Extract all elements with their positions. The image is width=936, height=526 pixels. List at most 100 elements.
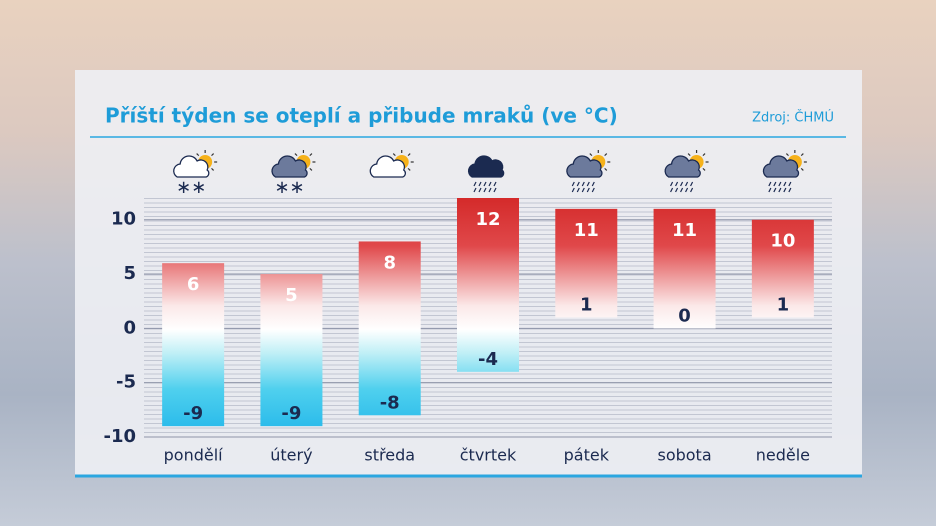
y-tick-label: 0 [123, 317, 136, 338]
icon-rain [685, 187, 689, 193]
low-label: -9 [281, 403, 301, 424]
low-label: 0 [678, 305, 691, 326]
icon-rain [571, 181, 575, 187]
icon-ray [702, 153, 706, 157]
icon-ray [702, 167, 706, 171]
icon-rain [773, 187, 777, 193]
chart-title: Příští týden se oteplí a přibude mraků (… [105, 104, 618, 128]
y-tick-label: -10 [103, 426, 136, 447]
high-label: 10 [770, 231, 795, 252]
icon-cloud [762, 155, 800, 178]
weather-icon [566, 150, 611, 193]
icon-ray [309, 153, 313, 157]
icon-rain [690, 187, 694, 193]
icon-cloud [566, 155, 603, 178]
icon-ray [407, 153, 411, 157]
icon-rain [483, 181, 487, 187]
low-label: 1 [580, 295, 593, 316]
icon-rain [493, 181, 497, 187]
icon-cloud [271, 155, 308, 178]
icon-rain [581, 187, 585, 193]
icon-rain [768, 181, 772, 187]
icon-rain [581, 181, 585, 187]
x-tick-label: středa [364, 446, 415, 465]
icon-rain [483, 187, 487, 193]
high-label: 12 [475, 209, 500, 230]
icon-rain [478, 181, 482, 187]
weather-icon [664, 150, 709, 193]
bar [358, 241, 421, 416]
icon-rain [690, 181, 694, 187]
icon-ray [785, 153, 789, 157]
x-tick-label: pondělí [164, 446, 224, 465]
y-tick-label: 10 [111, 209, 136, 230]
x-tick-label: neděle [756, 446, 810, 465]
plot: 1050-5-10pondělí∗∗6-9úterý∗∗5-9středa8-8… [103, 150, 832, 465]
bar [555, 208, 618, 318]
high-label: 5 [285, 285, 298, 306]
icon-rain [488, 181, 492, 187]
source: Zdroj: ČHMÚ [752, 110, 834, 126]
icon-ray [196, 153, 200, 157]
icon-rain [473, 181, 477, 187]
bar [260, 274, 323, 427]
low-label: -9 [183, 403, 203, 424]
icon-rain [675, 187, 679, 193]
icon-rain [591, 181, 595, 187]
icon-rain [768, 187, 772, 193]
icon-rain [680, 187, 684, 193]
icon-ray [589, 153, 593, 157]
icon-rain [788, 181, 792, 187]
bar [653, 208, 716, 329]
icon-rain [680, 181, 684, 187]
icon-rain [586, 181, 590, 187]
icon-rain [493, 187, 497, 193]
icon-rain [788, 187, 792, 193]
y-tick-label: -5 [116, 372, 136, 393]
icon-ray [392, 153, 396, 157]
icon-ray [800, 153, 804, 157]
icon-rain [478, 187, 482, 193]
icon-ray [309, 167, 313, 171]
high-label: 8 [383, 252, 396, 273]
bar [162, 263, 225, 427]
weather-icon: ∗∗ [173, 150, 218, 198]
icon-rain [488, 187, 492, 193]
bar [751, 219, 814, 318]
high-label: 11 [574, 220, 599, 241]
icon-rain [591, 187, 595, 193]
icon-rain [773, 181, 777, 187]
icon-rain [586, 187, 590, 193]
icon-ray [604, 153, 608, 157]
icon-rain [670, 187, 674, 193]
icon-rain [778, 187, 782, 193]
icon-cloud [369, 155, 406, 178]
bar [457, 198, 519, 372]
icon-rain [571, 187, 575, 193]
weather-icon [762, 150, 807, 193]
high-label: 6 [187, 274, 200, 295]
icon-ray [211, 153, 215, 157]
icon-snow: ∗∗ [176, 177, 206, 198]
icon-ray [604, 167, 608, 171]
x-tick-label: pátek [564, 446, 610, 465]
weather-icon [369, 150, 414, 178]
low-label: -4 [478, 349, 498, 370]
icon-rain [783, 181, 787, 187]
high-label: 11 [672, 220, 697, 241]
icon-rain [675, 181, 679, 187]
icon-cloud [173, 155, 210, 178]
x-tick-label: čtvrtek [460, 446, 517, 465]
icon-rain [778, 181, 782, 187]
icon-rain [473, 187, 477, 193]
icon-rain [576, 181, 580, 187]
icon-rain [576, 187, 580, 193]
icon-ray [800, 167, 804, 171]
icon-ray [687, 153, 691, 157]
x-tick-label: sobota [657, 446, 711, 465]
icon-cloud [467, 155, 505, 178]
icon-ray [407, 167, 411, 171]
icon-rain [670, 181, 674, 187]
